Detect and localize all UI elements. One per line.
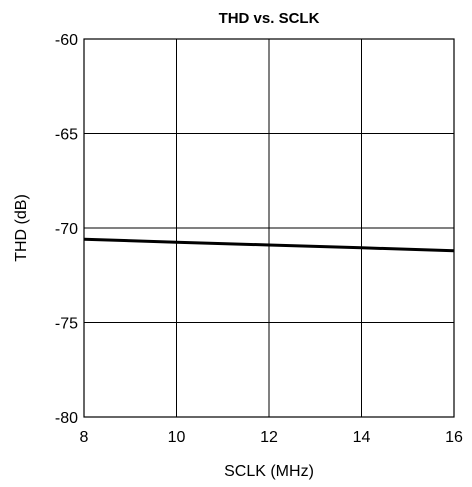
series-line [83,237,455,253]
x-axis-ticks: 8 10 12 14 16 [80,429,463,446]
x-axis-label: SCLK (MHz) [224,463,314,480]
y-tick-label: -65 [55,127,78,144]
plot-frame [83,38,455,418]
series-group [83,237,455,253]
y-tick-label: -80 [55,410,78,427]
y-tick-label: -75 [55,316,78,333]
x-tick-label: 16 [445,429,463,446]
y-axis-ticks: -60 -65 -70 -75 -80 [55,32,78,427]
y-axis-label: THD (dB) [13,194,30,262]
x-tick-label: 10 [168,429,186,446]
grid [84,39,454,417]
x-tick-label: 8 [80,429,89,446]
y-tick-label: -60 [55,32,78,49]
x-tick-label: 12 [260,429,278,446]
y-tick-label: -70 [55,221,78,238]
x-tick-label: 14 [353,429,371,446]
chart-title: THD vs. SCLK [219,10,320,27]
